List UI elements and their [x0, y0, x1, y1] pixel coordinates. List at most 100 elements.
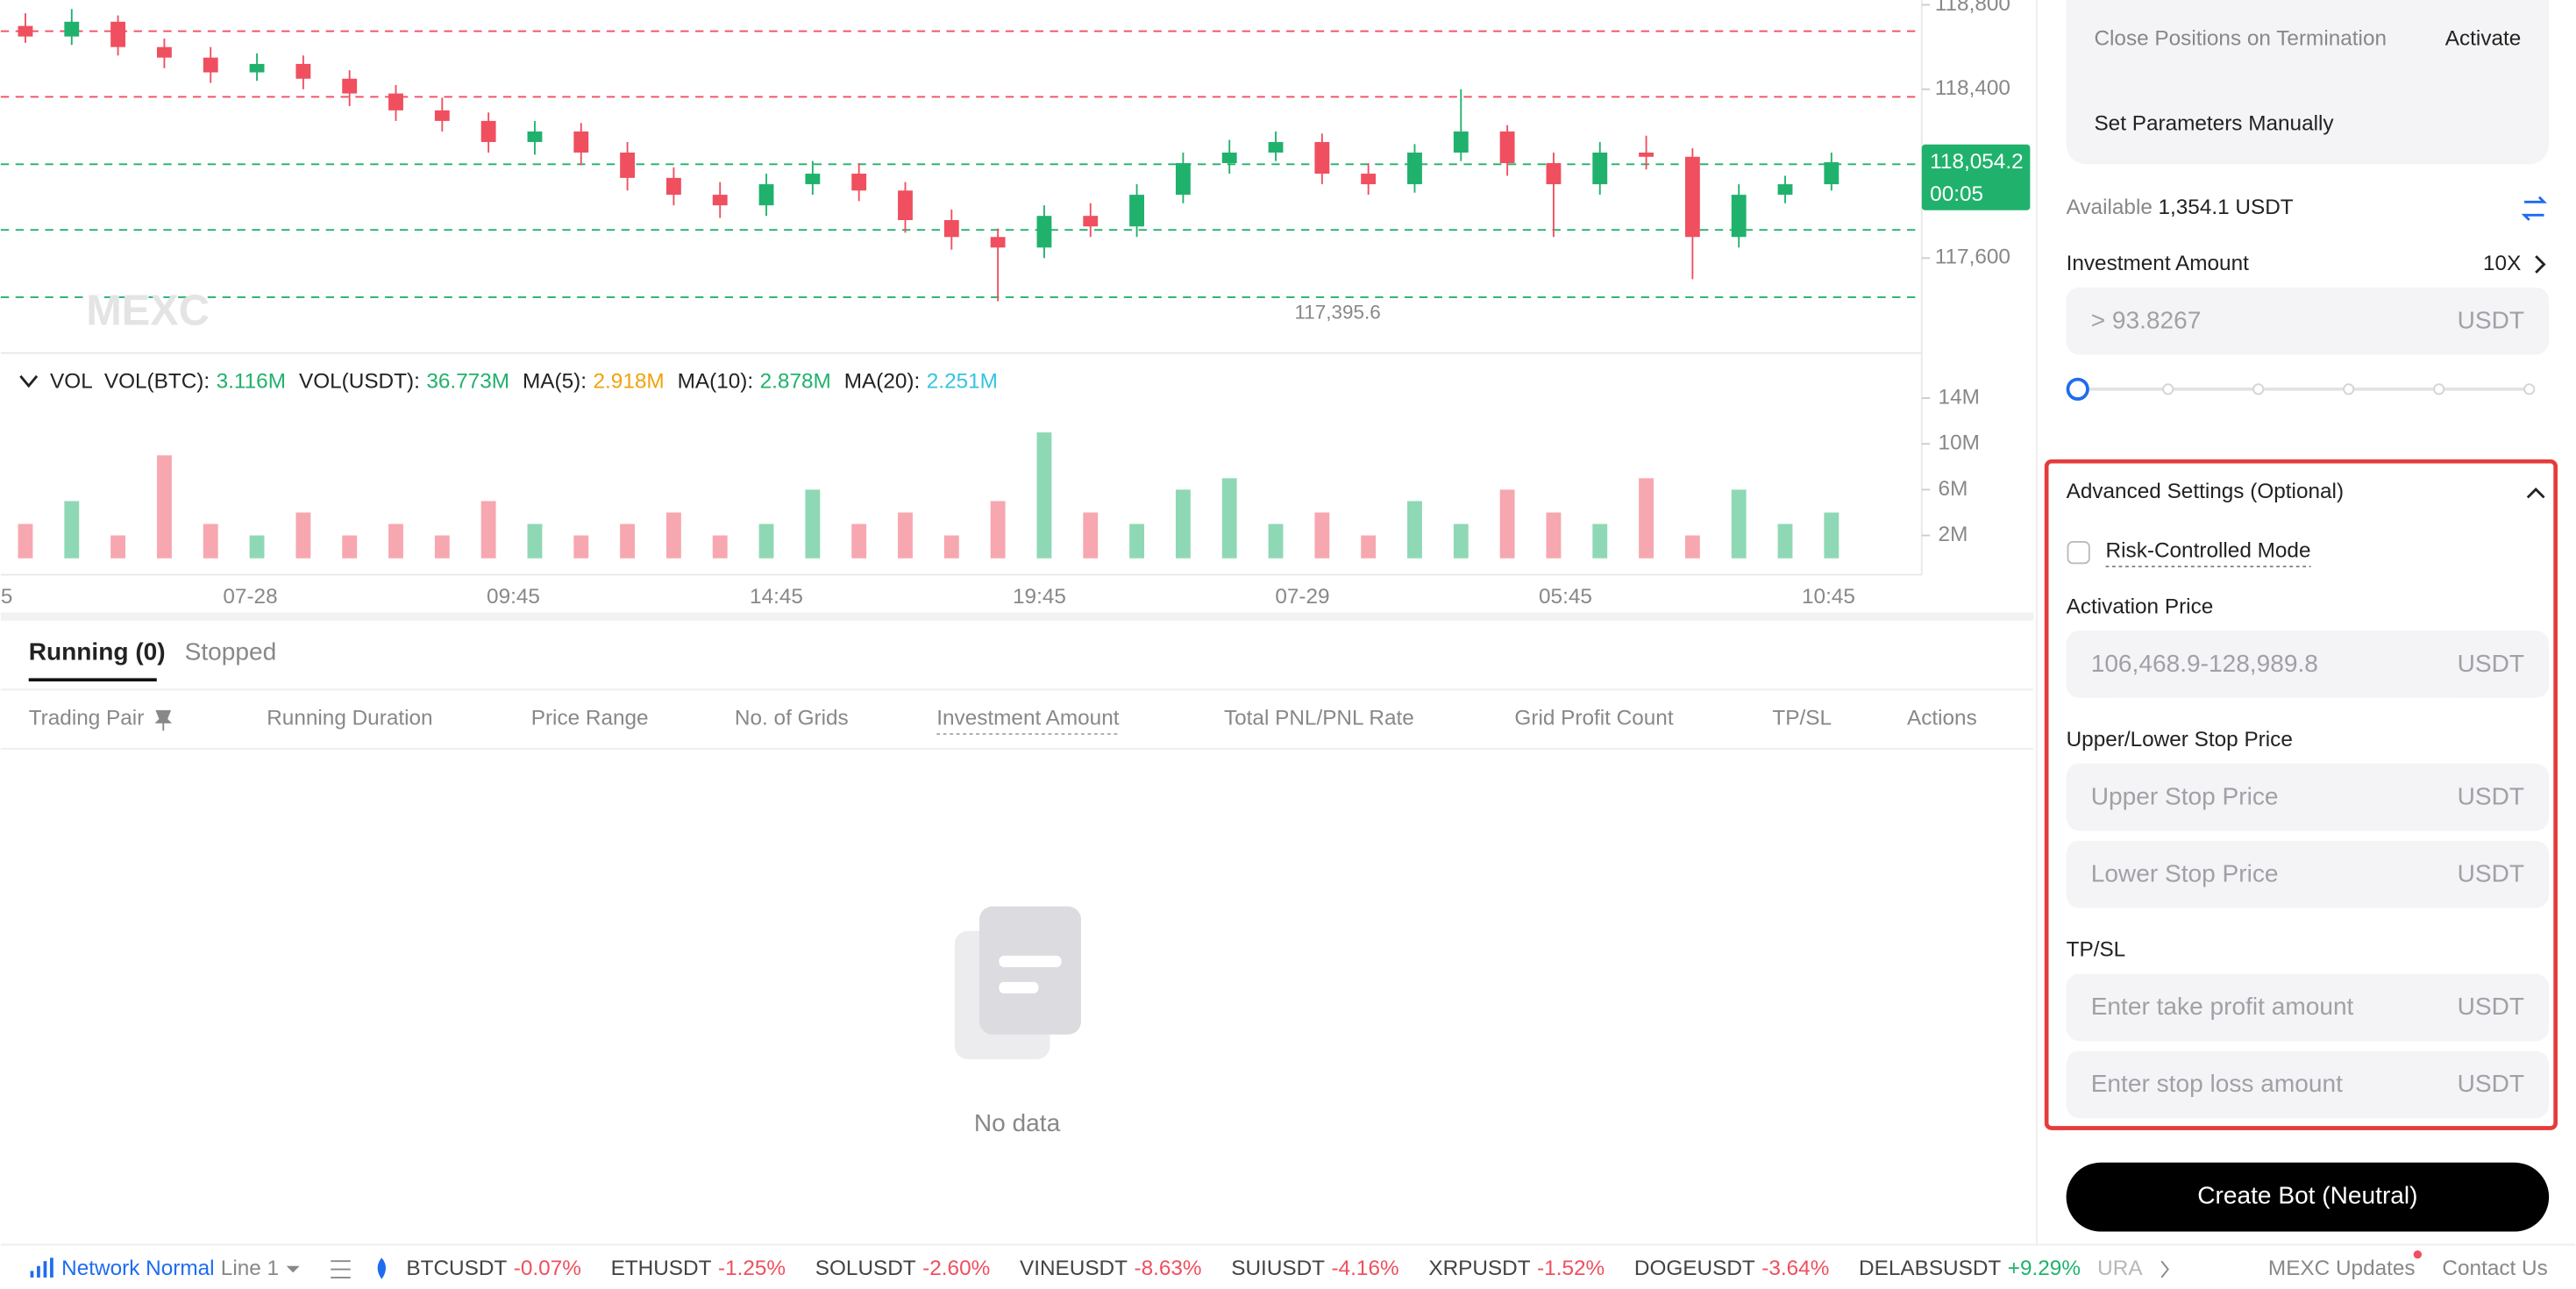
volume-bar [1175, 489, 1191, 559]
y-tick-label: 118,800 [1935, 0, 2010, 16]
input[interactable] [2066, 630, 2550, 698]
list-icon[interactable] [331, 1260, 351, 1278]
candle-body [1083, 216, 1099, 227]
chevron[interactable] [2535, 255, 2546, 274]
link[interactable]: Set Parameters Manually [2094, 112, 2334, 136]
input[interactable] [2066, 287, 2550, 355]
unit: USDT [2458, 783, 2524, 810]
placeholder: Enter take profit amount [2091, 993, 2354, 1020]
ticker-change: -2.60% [922, 1257, 990, 1280]
step [2523, 383, 2536, 395]
candle-body [1684, 156, 1700, 238]
legend-value: 36.773M [426, 370, 509, 394]
badge [2413, 1250, 2423, 1259]
dropdown[interactable] [286, 1265, 300, 1273]
input[interactable] [2066, 1050, 2550, 1119]
create-button[interactable] [2066, 1162, 2550, 1232]
column-header: Grid Profit Count [1514, 707, 1673, 730]
updates-link[interactable]: MEXC Updates [2268, 1257, 2416, 1280]
candle-body [1407, 152, 1422, 185]
last-price: 118,054.2 [1930, 150, 2023, 174]
ticker-symbol: ETHUSDT [611, 1257, 712, 1280]
column-header: Running Duration [267, 707, 432, 730]
placeholder: Lower Stop Price [2091, 860, 2279, 887]
leverage[interactable]: 10X [2483, 252, 2521, 275]
volume-bar [620, 523, 636, 559]
input[interactable] [2066, 840, 2550, 908]
candle-body [1592, 152, 1608, 185]
volume-bar [249, 535, 265, 559]
step [2252, 383, 2265, 395]
volume-bar [851, 523, 867, 559]
drop-icon [377, 1257, 386, 1279]
x-tick-label: 5 [1, 585, 13, 609]
placeholder: 106,468.9-128,989.8 [2091, 650, 2318, 677]
unit: USDT [2458, 650, 2524, 677]
tab-running[interactable]: Running (0) [29, 638, 166, 666]
ticker-change: -3.64% [1761, 1257, 1829, 1280]
watermark: MEXC [86, 288, 210, 335]
volume-bar [1546, 512, 1562, 559]
section-title[interactable]: Advanced Settings (Optional) [2067, 480, 2344, 503]
volume-bar [388, 523, 403, 559]
volume-bar [64, 501, 80, 559]
volume-bar [805, 489, 821, 559]
chevron[interactable] [2526, 488, 2545, 499]
column-header: Total PNL/PNL Rate [1224, 707, 1414, 730]
placeholder: > 93.8267 [2091, 306, 2202, 333]
label: Investment Amount [2067, 252, 2249, 275]
tab-stopped[interactable]: Stopped [185, 638, 277, 666]
candle-body [943, 220, 959, 238]
candle-body [665, 177, 681, 196]
collapse-icon[interactable] [19, 374, 39, 388]
line-select[interactable]: Line 1 [221, 1257, 279, 1280]
ticker-change: -0.07% [514, 1257, 581, 1280]
candle-body [18, 25, 33, 37]
step [2343, 383, 2355, 395]
icon-line [999, 955, 1062, 967]
x-tick-label: 09:45 [487, 585, 540, 609]
checkbox[interactable] [2067, 541, 2090, 565]
input[interactable] [2066, 763, 2550, 831]
ticker-change: -8.63% [1134, 1257, 1201, 1280]
empty-text: No data [974, 1109, 1061, 1136]
y-tick-label: 14M [1939, 385, 1980, 409]
checkbox-label[interactable]: Risk-Controlled Mode [2106, 539, 2311, 563]
contact-link[interactable]: Contact Us [2442, 1257, 2547, 1280]
x-tick-label: 10:45 [1802, 585, 1855, 609]
x-tick-label: 07-29 [1275, 585, 1329, 609]
column-header: Actions [1907, 707, 1977, 730]
chevron[interactable] [2160, 1260, 2169, 1278]
legend-value: 3.116M [217, 370, 286, 394]
ticker-overflow: URA [2097, 1257, 2143, 1280]
volume-bar [1083, 512, 1099, 559]
candle-body [480, 120, 496, 142]
label: Upper/Lower Stop Price [2067, 728, 2293, 751]
step [2162, 383, 2174, 395]
column-header: Price Range [531, 707, 649, 730]
candle-body [1175, 163, 1191, 196]
pin-icon [154, 709, 173, 731]
column-header: No. of Grids [735, 707, 849, 730]
legend-label: MA(5): [523, 370, 587, 394]
volume-bar [527, 523, 543, 559]
slider-steps [2162, 383, 2536, 395]
volume-bar [712, 535, 728, 559]
legend-value: 2.251M [927, 370, 998, 394]
candle-body [1268, 141, 1284, 153]
label: Activation Price [2067, 595, 2214, 618]
low-annotation: 117,395.6 [1294, 302, 1380, 324]
candle-body [712, 195, 728, 206]
transfer-icon[interactable] [2521, 196, 2547, 221]
slider-handle[interactable] [2066, 377, 2089, 401]
volume-bar [1777, 523, 1793, 559]
ticker-symbol: DOGEUSDT [1634, 1257, 1755, 1280]
placeholder: Upper Stop Price [2091, 783, 2279, 810]
volume-bar [573, 535, 589, 559]
candle-body [64, 21, 80, 37]
input[interactable] [2066, 973, 2550, 1042]
volume-bar [1731, 489, 1747, 559]
volume-bar [1639, 478, 1654, 559]
